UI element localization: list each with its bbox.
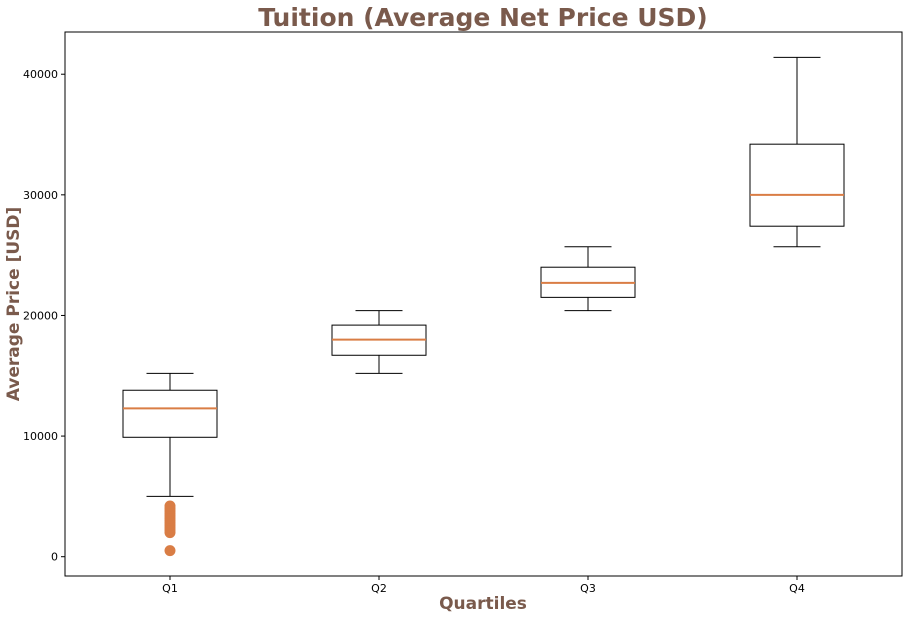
x-tick-label: Q2 — [371, 582, 387, 595]
x-axis-label: Quartiles — [439, 594, 527, 614]
x-axis: Q1 Q2 Q3 Q4 — [162, 576, 805, 595]
plot-area-frame — [64, 31, 903, 577]
y-tick-label: 0 — [51, 551, 58, 564]
x-tick-label: Q3 — [580, 582, 596, 595]
iqr-box — [749, 143, 845, 227]
box-q4 — [749, 56, 845, 248]
box-q2 — [331, 310, 427, 374]
outlier-point — [164, 545, 176, 557]
outlier-point — [164, 500, 176, 512]
y-tick-label: 40000 — [23, 68, 58, 81]
boxes-group — [122, 56, 845, 557]
box-q1 — [122, 372, 218, 557]
box-q3 — [540, 246, 636, 312]
chart-title: Tuition (Average Net Price USD) — [258, 3, 707, 32]
y-axis-label: Average Price [USD] — [4, 207, 24, 402]
y-tick-label: 10000 — [23, 430, 58, 443]
y-axis: 0 10000 20000 30000 40000 — [23, 68, 65, 564]
y-tick-label: 20000 — [23, 309, 58, 322]
iqr-box — [122, 389, 218, 438]
x-tick-label: Q4 — [789, 582, 805, 595]
y-tick-label: 30000 — [23, 189, 58, 202]
x-tick-label: Q1 — [162, 582, 178, 595]
